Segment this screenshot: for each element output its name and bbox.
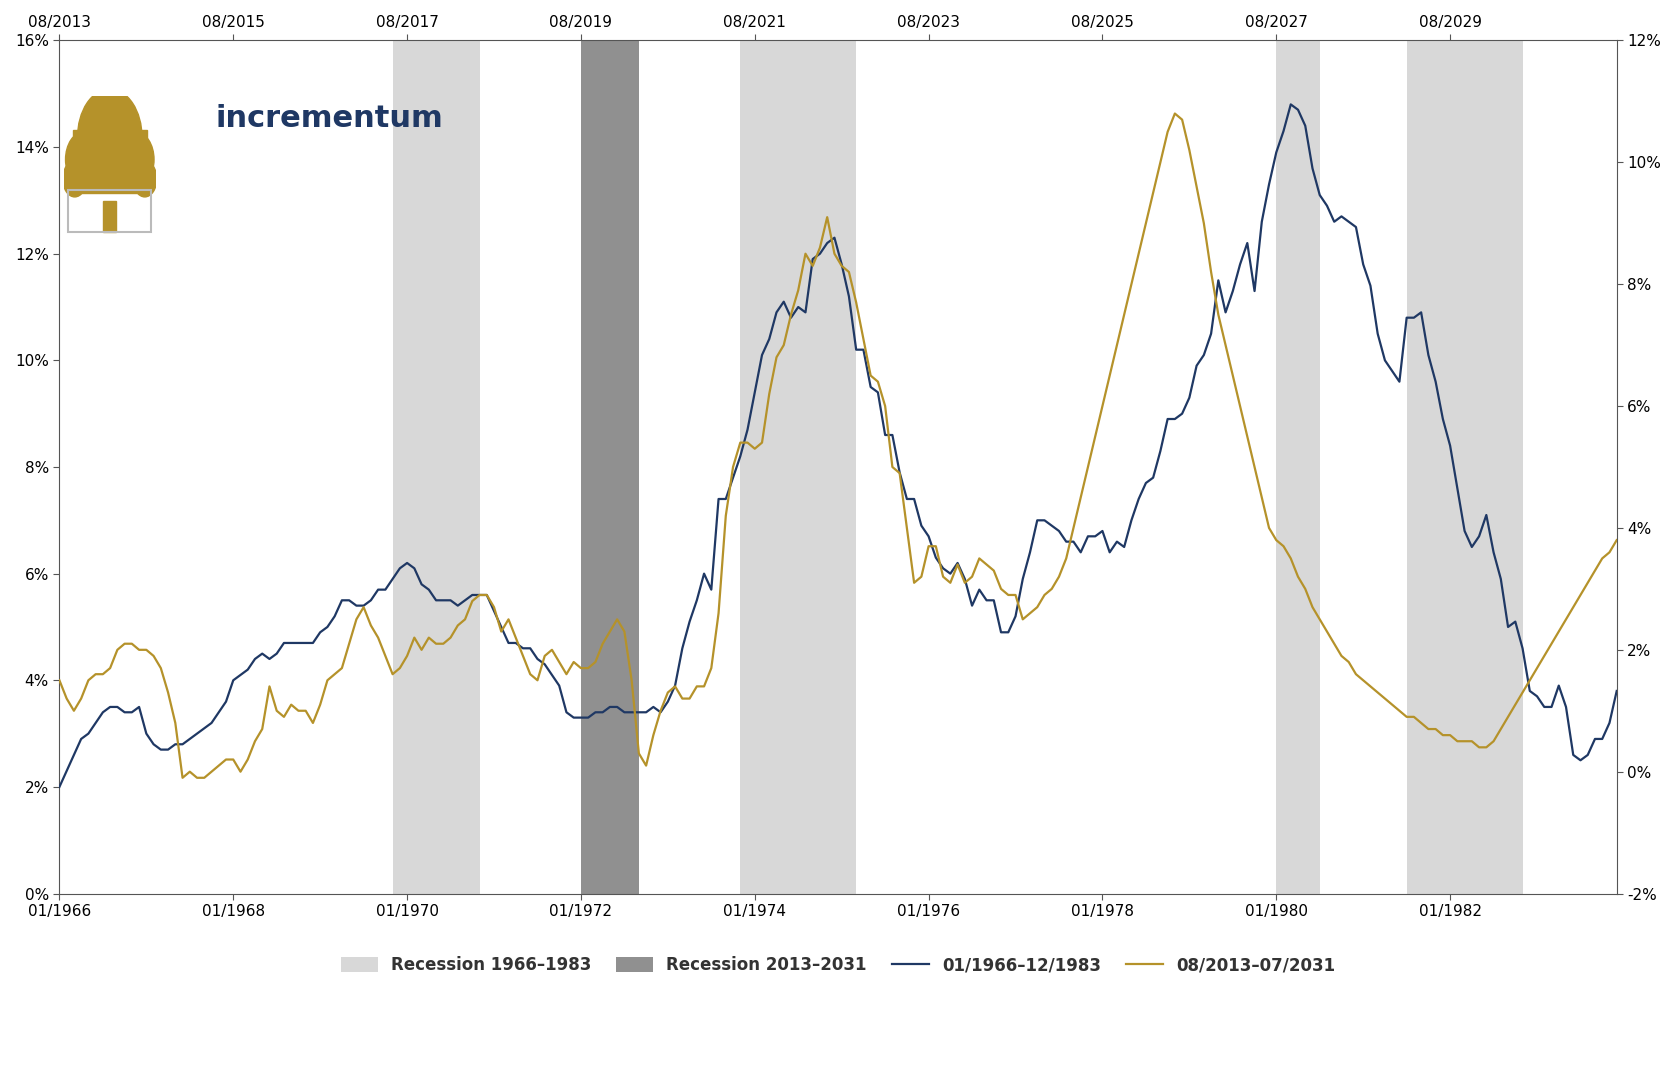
Text: incrementum: incrementum <box>215 104 442 133</box>
Bar <box>69 190 151 231</box>
Bar <box>392 40 479 894</box>
Circle shape <box>62 161 87 197</box>
Bar <box>741 40 856 894</box>
Bar <box>1406 40 1522 894</box>
Circle shape <box>77 89 142 185</box>
Bar <box>1277 40 1319 894</box>
Bar <box>74 131 147 193</box>
Circle shape <box>117 132 154 187</box>
Bar <box>582 40 639 894</box>
Legend: Recession 1966–1983, Recession 2013–2031, 01/1966–12/1983, 08/2013–07/2031: Recession 1966–1983, Recession 2013–2031… <box>337 951 1341 979</box>
Bar <box>104 201 116 231</box>
Circle shape <box>65 132 102 187</box>
Circle shape <box>132 161 158 197</box>
